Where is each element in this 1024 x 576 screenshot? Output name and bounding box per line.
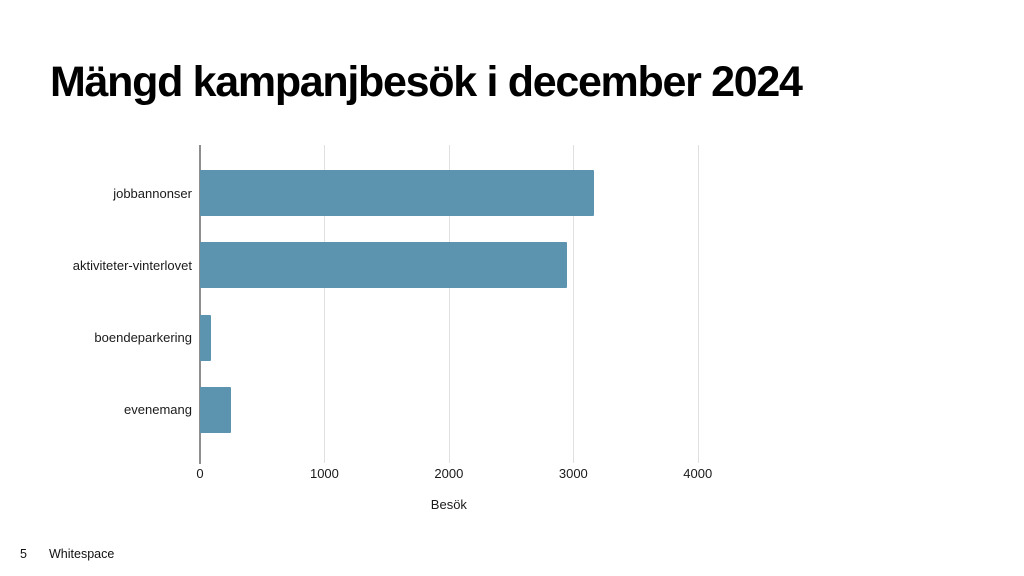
x-tick-label: 3000 (558, 466, 588, 481)
chart-plot-area (199, 145, 760, 464)
x-tick-label: 4000 (683, 466, 713, 481)
x-tick-label: 1000 (309, 466, 339, 481)
x-gridline (573, 145, 575, 463)
bar-evenemang (200, 386, 232, 433)
page-number: 5 (20, 547, 27, 561)
x-gridline (448, 145, 450, 463)
bar-boendeparkering (200, 314, 212, 361)
bar-jobbannonser (200, 170, 595, 217)
bar-chart: 0 1000 2000 3000 4000 Besök jobbannonser akti… (0, 145, 790, 525)
x-axis: 0 1000 2000 3000 4000 (196, 466, 760, 482)
x-gridline (324, 145, 326, 463)
footer-brand: Whitespace (49, 547, 115, 561)
category-label: aktiviteter-vinterlovet (72, 257, 192, 273)
category-label: boendeparkering (94, 330, 192, 346)
x-tick-label: 2000 (434, 466, 464, 481)
x-axis-title: Besök (430, 497, 467, 512)
category-label: evenemang (124, 402, 192, 418)
bar-aktiviteter-vinterlovet (200, 242, 568, 289)
slide-footer: 5 Whitespace (0, 547, 1024, 563)
category-label: jobbannonser (113, 185, 192, 201)
x-tick-label: 0 (196, 466, 204, 481)
slide-title: Mängd kampanjbesök i december 2024 (50, 58, 803, 106)
x-gridline (697, 145, 699, 463)
y-axis-line (199, 145, 201, 464)
x-axis-title-wrap: Besök (200, 497, 760, 513)
